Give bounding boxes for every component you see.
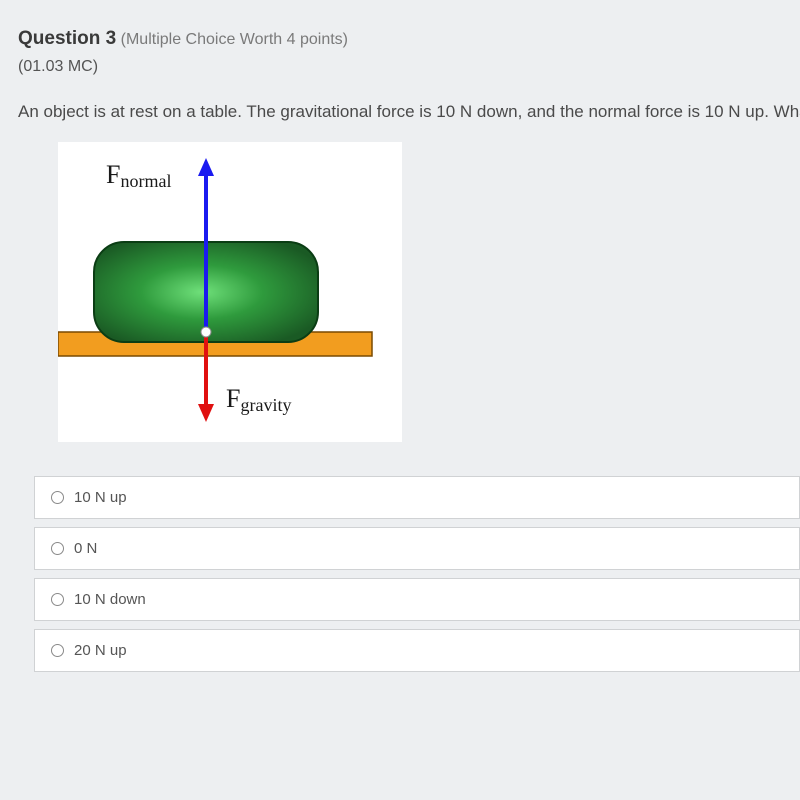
- radio-icon: [51, 491, 64, 504]
- label-f-gravity-sub: gravity: [240, 395, 291, 415]
- question-code: (01.03 MC): [18, 58, 800, 76]
- label-f-normal-F: F: [106, 160, 120, 189]
- answer-label: 10 N up: [74, 489, 127, 506]
- radio-icon: [51, 593, 64, 606]
- question-worth: (Multiple Choice Worth 4 points): [121, 31, 348, 48]
- question-header: Question 3 (Multiple Choice Worth 4 poin…: [18, 28, 800, 76]
- label-f-normal: Fnormal: [106, 160, 171, 190]
- normal-force-arrowhead: [198, 158, 214, 176]
- quiz-page: Question 3 (Multiple Choice Worth 4 poin…: [0, 0, 800, 800]
- answer-list: 10 N up 0 N 10 N down 20 N up: [34, 476, 800, 672]
- label-f-gravity: Fgravity: [226, 384, 291, 414]
- answer-option[interactable]: 10 N up: [34, 476, 800, 519]
- force-origin-dot: [201, 327, 211, 337]
- label-f-normal-sub: normal: [120, 171, 171, 191]
- answer-option[interactable]: 20 N up: [34, 629, 800, 672]
- answer-option[interactable]: 10 N down: [34, 578, 800, 621]
- answer-label: 0 N: [74, 540, 97, 557]
- label-f-gravity-F: F: [226, 384, 240, 413]
- radio-icon: [51, 542, 64, 555]
- answer-option[interactable]: 0 N: [34, 527, 800, 570]
- question-prompt: An object is at rest on a table. The gra…: [18, 102, 800, 122]
- question-number: Question 3: [18, 28, 116, 49]
- gravity-force-arrowhead: [198, 404, 214, 422]
- answer-label: 10 N down: [74, 591, 146, 608]
- answer-label: 20 N up: [74, 642, 127, 659]
- force-diagram: Fnormal Fgravity: [58, 142, 402, 442]
- radio-icon: [51, 644, 64, 657]
